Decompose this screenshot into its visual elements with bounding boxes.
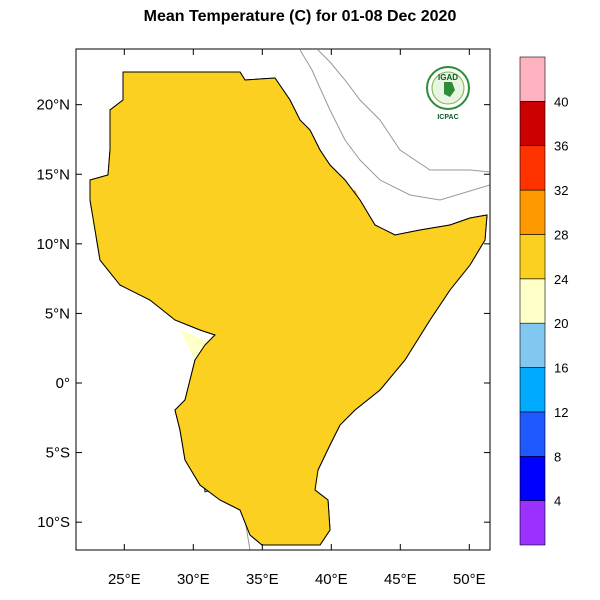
logo-name: IGAD (438, 73, 458, 82)
lat-tick-label: 5°S (46, 445, 70, 462)
colorbar-label: 40 (554, 94, 568, 109)
colorbar-swatch (519, 101, 546, 147)
logo-subtitle: ICPAC (437, 114, 458, 121)
lon-tick-label: 45°E (384, 571, 417, 588)
colorbar-swatch (519, 322, 546, 368)
colorbar-label: 12 (554, 405, 568, 420)
colorbar-label: 24 (554, 272, 568, 287)
colorbar-label: 20 (554, 316, 568, 331)
igad-logo: IGAD ICPAC (426, 66, 470, 121)
lat-tick-label: 15°N (36, 166, 70, 183)
colorbar-swatch (519, 455, 546, 501)
colorbar-swatch (519, 278, 546, 324)
lon-tick-label: 30°E (177, 571, 210, 588)
lon-tick-label: 35°E (246, 571, 279, 588)
colorbar-swatch (519, 189, 546, 235)
colorbar-label: 4 (554, 494, 561, 509)
lat-tick-label: 20°N (36, 97, 70, 114)
colorbar-label: 16 (554, 361, 568, 376)
colorbar-swatch (519, 411, 546, 457)
colorbar-swatch (519, 367, 546, 413)
lat-tick-label: 10°S (37, 514, 70, 531)
map-frame (75, 48, 491, 551)
colorbar-label: 36 (554, 139, 568, 154)
colorbar-label: 8 (554, 449, 561, 464)
lat-axis: 20°N 15°N 10°N 5°N 0° 5°S 10°S (36, 97, 490, 531)
colorbar-swatch (519, 145, 546, 191)
lat-tick-label: 0° (56, 375, 70, 392)
map-region (89, 49, 490, 550)
colorbar-swatch (519, 234, 546, 280)
colorbar-swatch (519, 56, 546, 102)
lon-tick-label: 40°E (315, 571, 348, 588)
africa-icon (444, 82, 455, 97)
lon-tick-label: 25°E (108, 571, 141, 588)
lat-tick-label: 10°N (36, 236, 70, 253)
lon-axis: 25°E 30°E 35°E 40°E 45°E 50°E (108, 49, 486, 588)
neighbor-coastline (299, 49, 490, 201)
colorbar-swatch (519, 500, 546, 546)
map-title: Mean Temperature (C) for 01-08 Dec 2020 (143, 8, 457, 25)
lon-tick-label: 50°E (453, 571, 486, 588)
colorbar: 4 8 12 16 20 24 28 32 36 40 (519, 56, 568, 546)
colorbar-label: 32 (554, 183, 568, 198)
lat-tick-label: 5°N (45, 305, 70, 322)
neighbor-coastline (317, 49, 490, 173)
colorbar-label: 28 (554, 227, 568, 242)
